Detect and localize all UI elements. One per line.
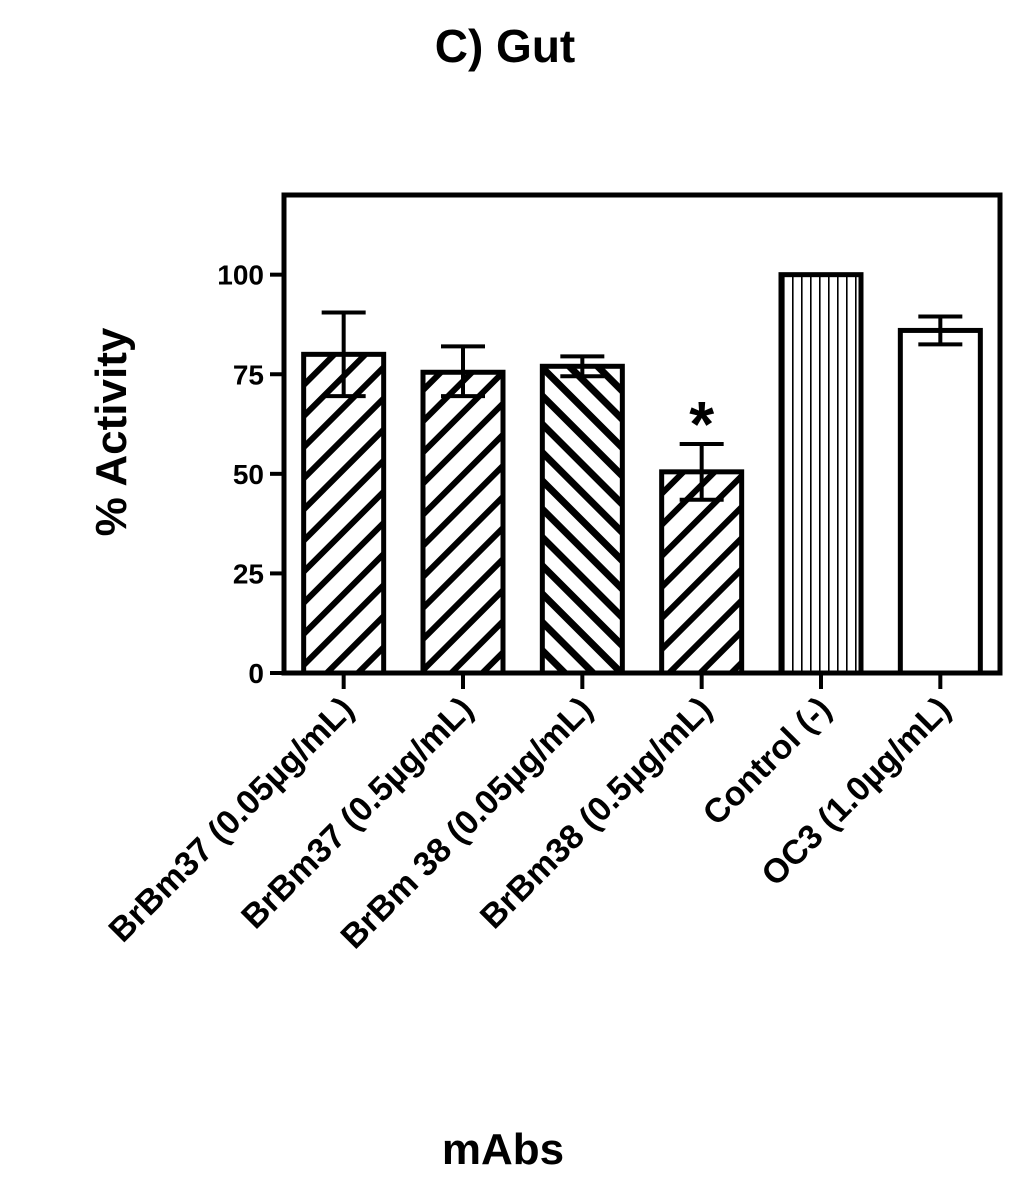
x-tick-label: BrBm38 (0.5µg/mL) bbox=[473, 690, 719, 936]
y-tick-label: 25 bbox=[233, 558, 264, 589]
y-tick-label: 0 bbox=[248, 658, 264, 689]
plot-frame-box bbox=[281, 192, 1003, 676]
y-tick-label: 50 bbox=[233, 459, 264, 490]
bar bbox=[778, 272, 864, 676]
x-tick-label: BrBm37 (0.5µg/mL) bbox=[234, 690, 480, 936]
error-bars bbox=[321, 310, 963, 502]
y-axis: 0 25 50 75 100 bbox=[217, 260, 284, 689]
significance-star: * bbox=[689, 388, 714, 460]
x-tick-label: BrBm37 (0.05µg/mL) bbox=[101, 690, 361, 950]
bar bbox=[897, 327, 983, 676]
x-axis-label: mAbs bbox=[442, 1125, 564, 1174]
bar bbox=[659, 469, 745, 676]
bar bbox=[301, 351, 387, 676]
error-bar bbox=[441, 344, 485, 399]
annotations: * bbox=[689, 388, 714, 460]
y-tick-label: 100 bbox=[217, 260, 264, 291]
plot-frame bbox=[281, 192, 1003, 676]
error-bar bbox=[679, 441, 724, 502]
y-axis-label: % Activity bbox=[87, 327, 136, 536]
y-tick-label: 75 bbox=[233, 359, 264, 390]
error-bar bbox=[918, 314, 963, 347]
bar bbox=[539, 363, 625, 676]
error-bar bbox=[560, 354, 605, 379]
bar bbox=[420, 369, 506, 676]
error-bar bbox=[321, 310, 366, 399]
chart-title: C) Gut bbox=[435, 20, 576, 72]
bars bbox=[301, 272, 983, 676]
x-axis: BrBm37 (0.05µg/mL)BrBm37 (0.5µg/mL)BrBm … bbox=[101, 673, 958, 956]
